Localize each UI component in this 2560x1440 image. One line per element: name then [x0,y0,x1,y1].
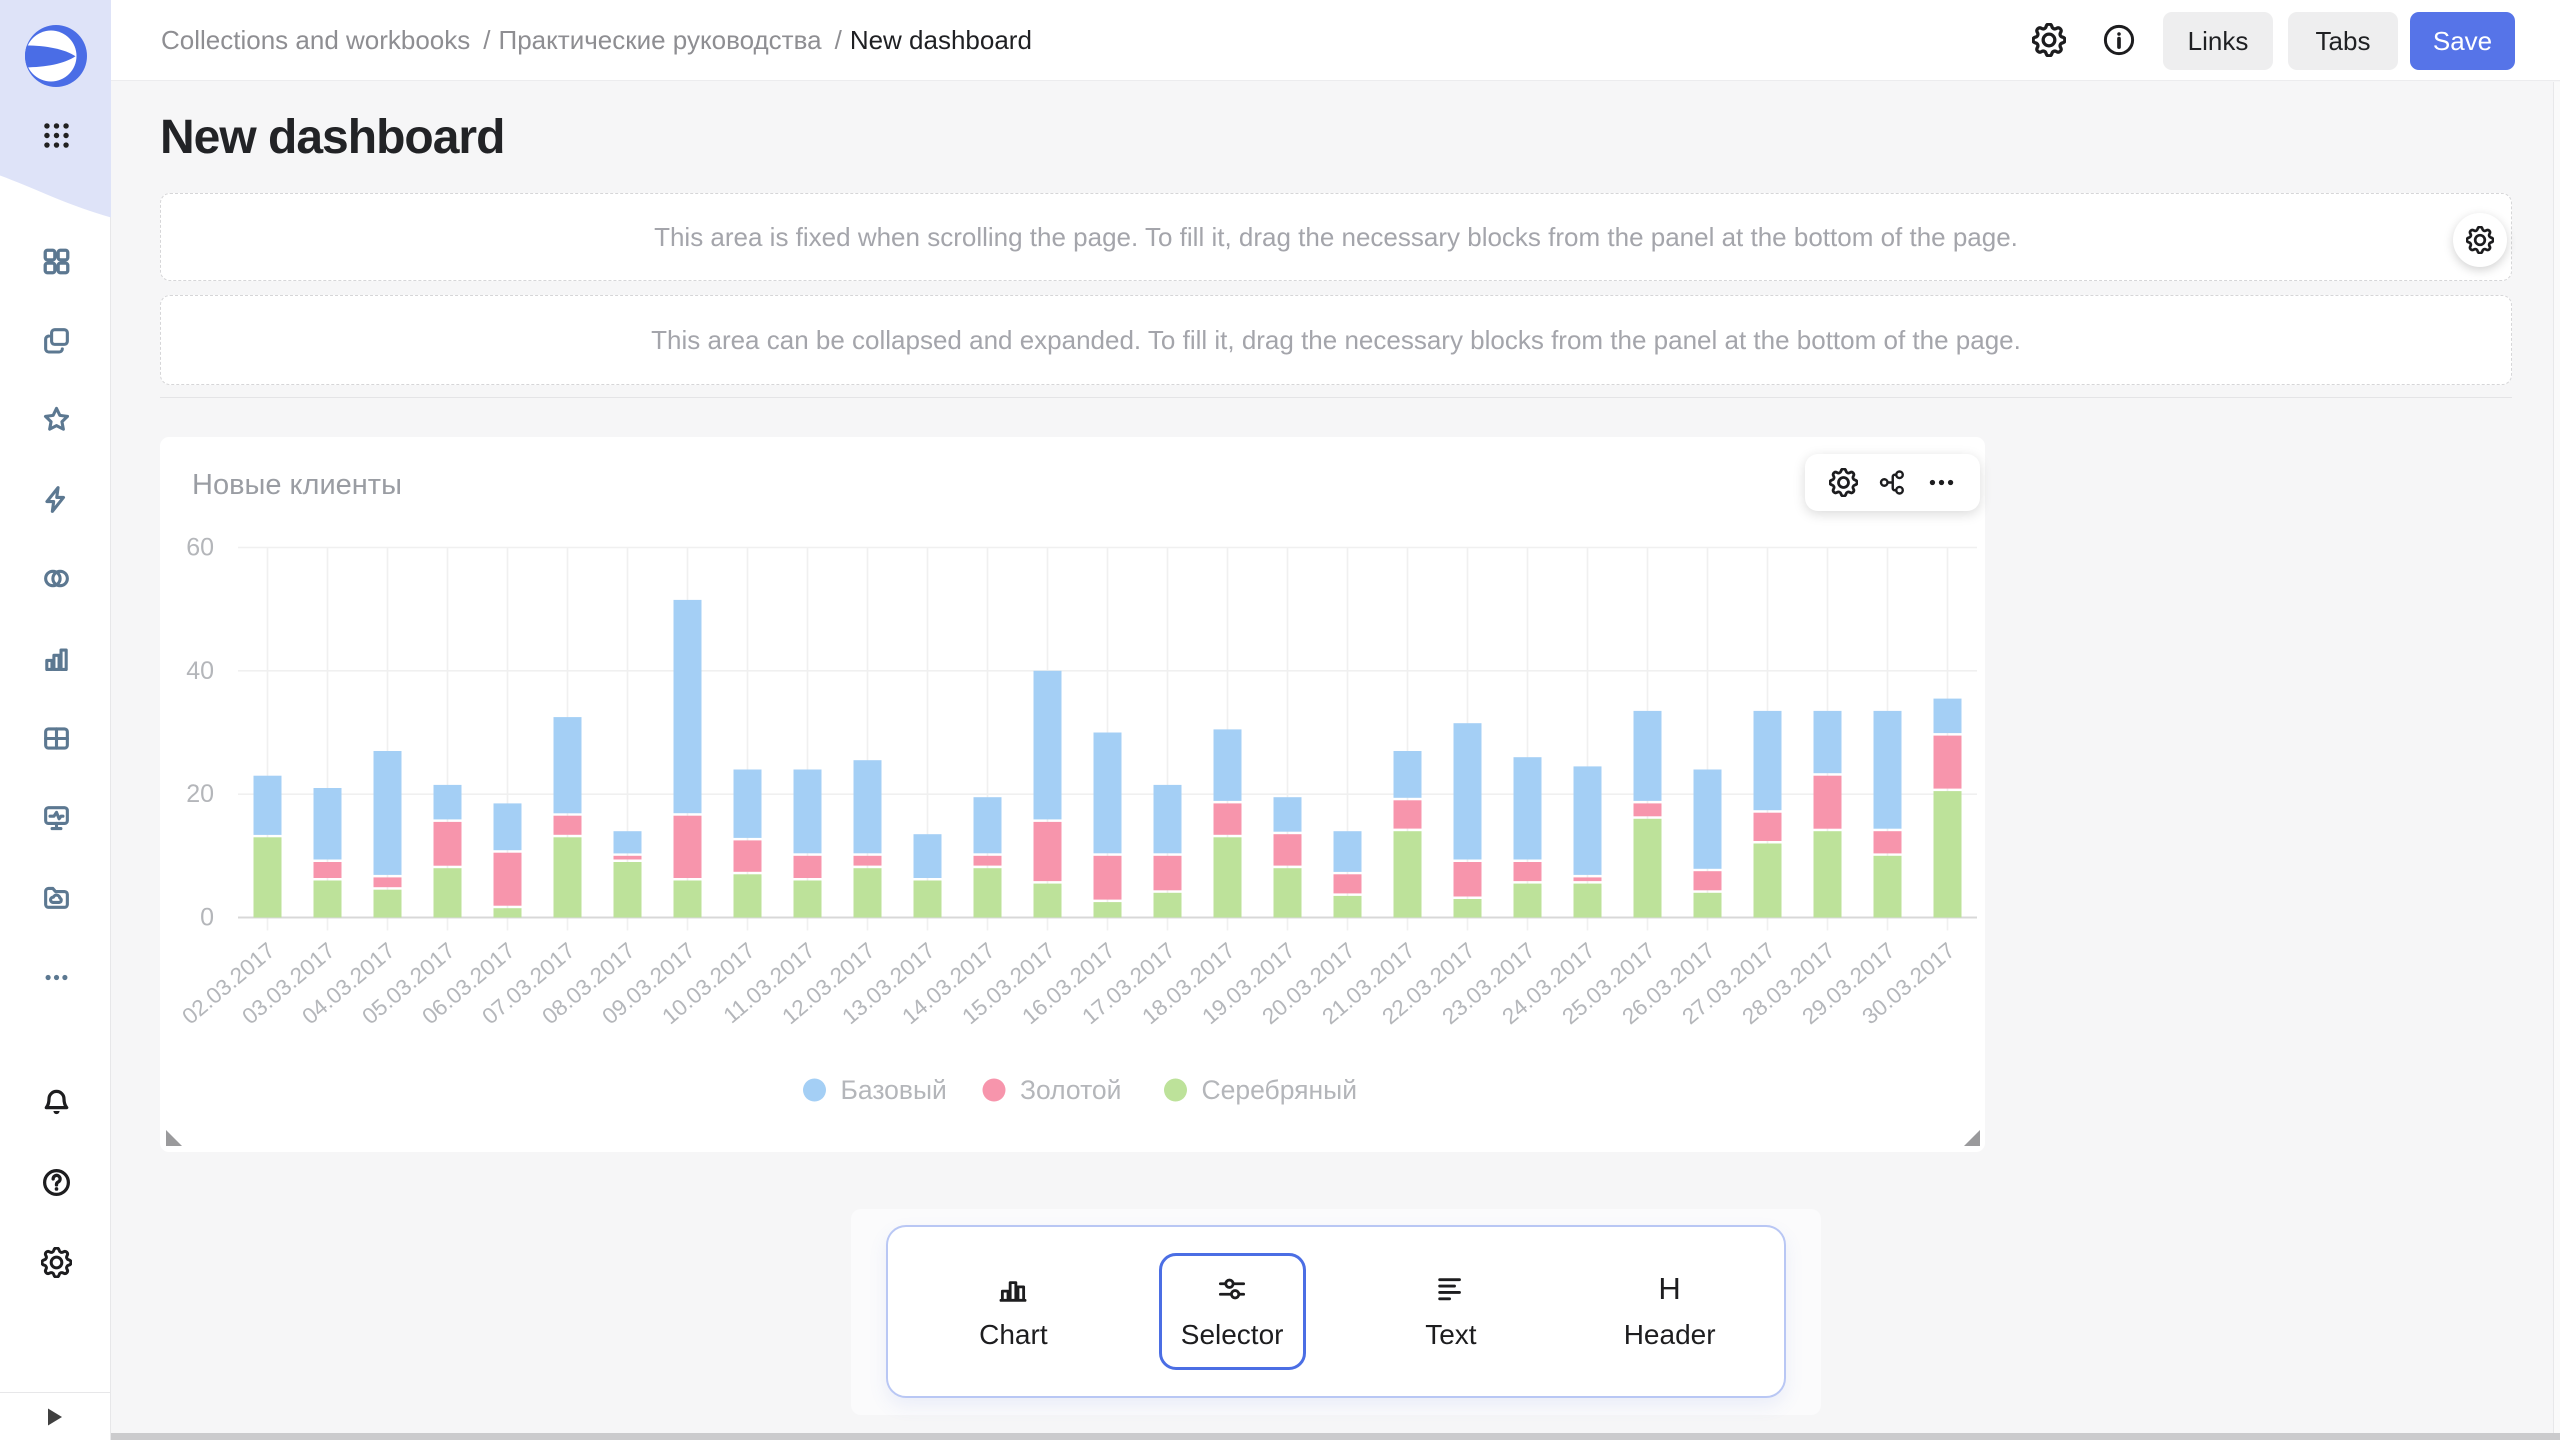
svg-text:40: 40 [186,657,214,685]
svg-text:Золотой: Золотой [1020,1075,1121,1105]
svg-text:Серебряный: Серебряный [1202,1075,1358,1105]
svg-text:Базовый: Базовый [841,1075,947,1105]
svg-text:20: 20 [186,780,214,808]
svg-text:0: 0 [200,904,214,932]
svg-text:60: 60 [186,534,214,562]
